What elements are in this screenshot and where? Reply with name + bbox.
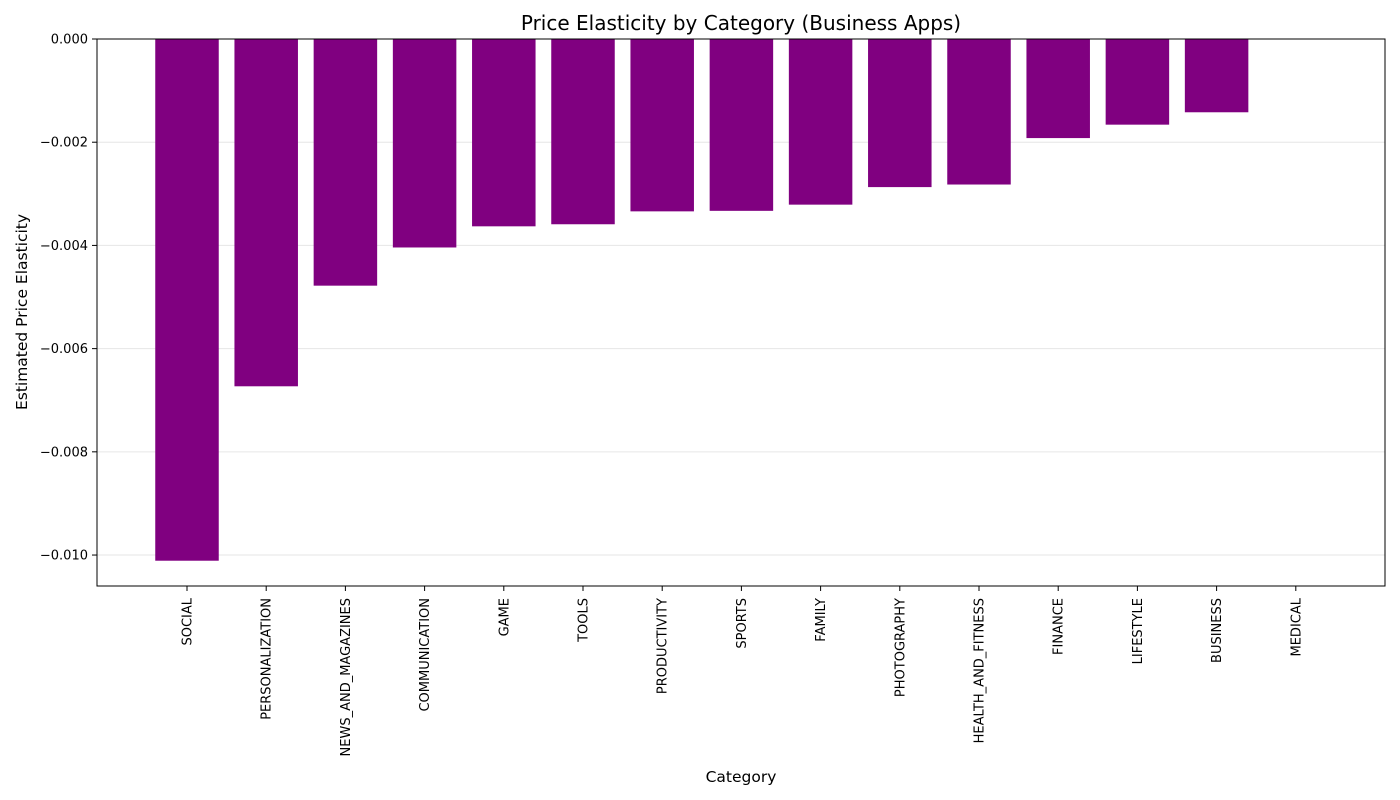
x-tick-label: GAME [497, 598, 512, 636]
y-tick-label: −0.004 [40, 239, 88, 254]
y-tick-label: −0.002 [40, 136, 88, 151]
bar-business [1184, 39, 1249, 113]
x-tick-label: HEALTH_AND_FITNESS [973, 598, 988, 743]
x-tick-label: FAMILY [814, 598, 829, 642]
x-tick-label: TOOLS [577, 598, 592, 643]
y-tick-label: −0.010 [40, 549, 88, 564]
x-tick-label: NEWS_AND_MAGAZINES [339, 598, 354, 756]
y-axis-ticks: 0.000 −0.002 −0.004 −0.006 −0.008 −0.010 [40, 33, 97, 564]
x-tick-label: SPORTS [735, 598, 750, 649]
x-tick-label: PHOTOGRAPHY [893, 598, 908, 697]
y-tick-label: −0.006 [40, 342, 88, 357]
bar-game [472, 39, 536, 227]
bars [155, 39, 1249, 561]
x-tick-label: PERSONALIZATION [260, 598, 275, 720]
bar-sports [709, 39, 774, 211]
x-tick-label: FINANCE [1052, 598, 1067, 655]
chart-title: Price Elasticity by Category (Business A… [521, 11, 961, 35]
bar-lifestyle [1105, 39, 1170, 125]
y-tick-label: 0.000 [51, 33, 88, 48]
y-tick-label: −0.008 [40, 445, 88, 460]
bar-social [155, 39, 219, 561]
bar-productivity [630, 39, 694, 212]
y-axis-label: Estimated Price Elasticity [13, 214, 31, 410]
x-axis-label: Category [706, 768, 777, 786]
bar-health_and_fitness [947, 39, 1011, 185]
x-tick-label: MEDICAL [1289, 597, 1304, 656]
x-tick-label: BUSINESS [1210, 598, 1225, 663]
x-axis-ticks: SOCIAL PERSONALIZATION NEWS_AND_MAGAZINES C… [181, 586, 1304, 756]
x-tick-label: COMMUNICATION [418, 598, 433, 712]
bar-family [788, 39, 853, 205]
bar-finance [1026, 39, 1090, 139]
bar-tools [551, 39, 615, 225]
bar-personalization [234, 39, 298, 387]
x-tick-label: LIFESTYLE [1131, 598, 1146, 664]
x-tick-label: PRODUCTIVITY [656, 598, 671, 694]
x-tick-label: SOCIAL [181, 597, 196, 645]
bar-news_and_magazines [313, 39, 378, 286]
bar-communication [392, 39, 457, 248]
bar-photography [868, 39, 932, 188]
